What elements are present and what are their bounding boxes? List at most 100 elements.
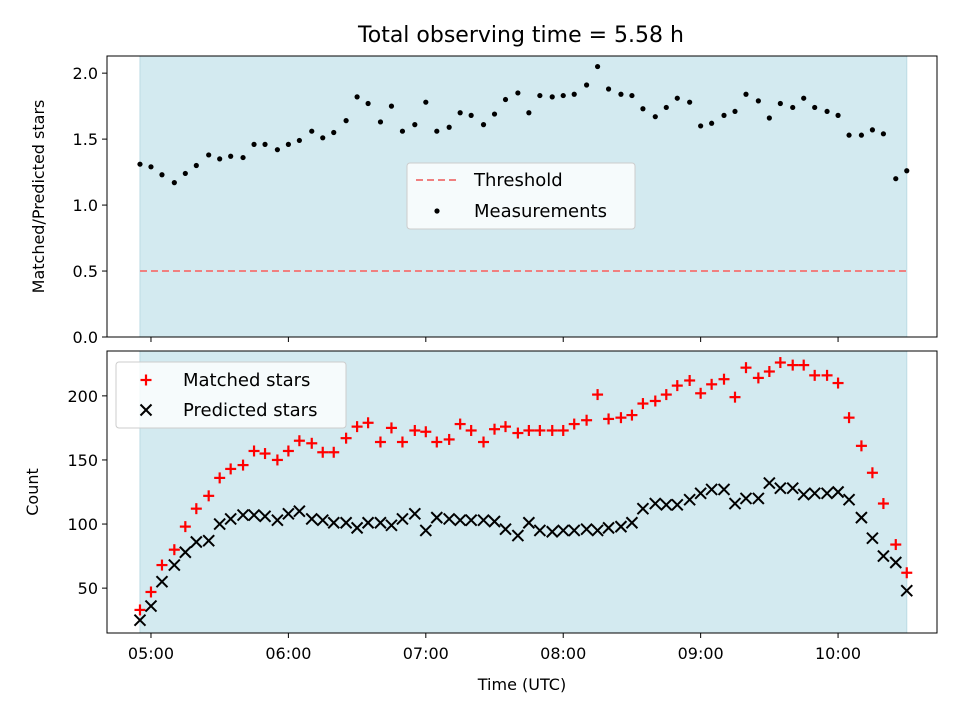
predicted-star-point [694,487,707,500]
measurement-point [515,90,521,96]
matched-star-point [763,366,775,378]
measurement-point [583,82,590,88]
matched-star-point [671,380,683,392]
matched-star-point [832,377,844,389]
legend-matched-swatch [140,374,152,386]
matched-star-point [637,398,649,410]
predicted-star-point [305,512,318,526]
matched-star-point [809,369,821,381]
measurement-point [182,170,188,177]
matched-star-point [866,467,878,479]
count-plot-frame [106,350,938,634]
predicted-star-point [258,510,272,523]
predicted-star-point [453,513,467,527]
predicted-star-point [602,521,615,535]
matched-star-point [615,412,627,424]
y-tick-label: 1.0 [73,196,98,215]
matched-star-point [340,432,352,444]
matched-star-point [385,422,397,434]
ratio-y-axis-label: Matched/Predicted stars [29,100,48,294]
measurement-point [320,135,326,141]
predicted-star-point [649,497,662,510]
predicted-star-point [316,513,329,527]
legend-predicted-swatch [139,403,153,417]
matched-star-point [729,391,741,403]
count-legend: Matched stars Predicted stars [115,361,347,429]
predicted-star-point [557,524,570,537]
matched-star-point [855,440,867,452]
matched-star-point [306,437,318,449]
predicted-star-point [625,516,639,529]
matched-star-point [214,472,226,484]
measurement-point [687,99,693,105]
predicted-star-point [464,513,478,527]
predicted-star-point [660,498,673,512]
measurement-point [537,92,543,99]
predicted-star-point [350,521,364,535]
predicted-star-point [202,534,215,547]
measurement-point [251,141,257,147]
matched-star-point [890,539,902,551]
ratio-legend-box [406,162,636,230]
predicted-star-point [155,575,169,588]
predicted-star-point [752,492,765,505]
predicted-star-point [614,520,628,533]
predicted-star-point [190,535,203,549]
matched-star-point [626,409,638,421]
measurement-point [709,120,715,126]
y-tick-label: 1.5 [73,130,98,149]
measurement-point [732,108,738,115]
matched-star-point [581,414,593,426]
measurement-point [159,172,165,178]
matched-star-point [489,423,501,435]
matched-star-point [774,357,786,369]
measurement-point [893,176,899,182]
predicted-star-point [374,516,387,529]
matched-star-point [877,498,889,510]
predicted-star-point [339,516,353,529]
y-tick-label: 200 [67,387,98,406]
count-y-axis: 50 100 150 200 [67,387,107,598]
predicted-star-point [293,505,306,518]
measurement-point [904,168,910,174]
measurement-point [171,180,177,186]
matched-star-point [592,389,604,401]
matched-star-point [718,373,730,385]
matched-star-point [706,378,718,390]
matched-star-point [798,359,810,371]
measurement-point [824,108,830,115]
predicted-star-point [866,531,879,545]
measurement-point [721,112,727,118]
measurement-point [331,129,337,136]
measurement-point [743,91,749,97]
time-x-axis-label: Time (UTC) [477,675,566,694]
measurement-point [217,156,223,162]
measurement-point [274,147,280,153]
y-tick-label: 0.5 [73,262,98,281]
measurement-point [858,132,865,138]
matched-star-point [237,459,249,471]
measurement-point [674,95,680,101]
measurement-point [193,162,199,169]
matched-star-points [134,357,913,616]
matched-star-point [843,412,855,424]
predicted-star-point [900,584,913,597]
measurement-point [457,110,463,116]
x-tick-label: 05:00 [128,644,174,663]
measurement-point [777,100,783,107]
y-tick-label: 0.0 [73,328,98,347]
ratio-measurement-points [137,63,910,186]
y-tick-label: 150 [67,451,98,470]
matched-star-point [168,544,180,556]
measurement-point [240,154,246,161]
matched-star-point [465,424,477,436]
predicted-star-point [361,516,375,529]
predicted-star-point [728,497,742,510]
measurement-point [228,153,234,159]
ratio-x-ticks [150,337,839,342]
predicted-star-point [488,515,501,528]
predicted-star-point [591,524,604,537]
predicted-star-point [636,502,650,515]
predicted-star-point [419,524,433,537]
